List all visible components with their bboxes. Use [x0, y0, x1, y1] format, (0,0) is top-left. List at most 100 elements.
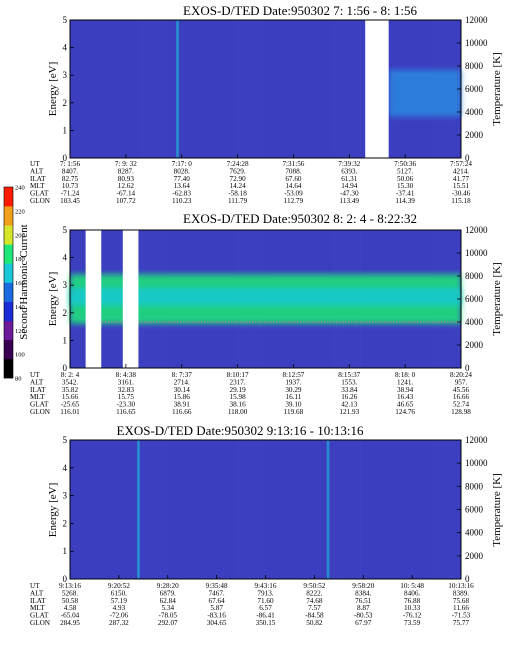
colorbar-swatch [4, 225, 13, 245]
orbit-row-label: GLON [30, 197, 51, 205]
orbit-value: 30.14 [174, 386, 191, 394]
orbit-row-label: GLAT [30, 190, 49, 198]
orbit-value: 9:20:52 [108, 582, 130, 590]
orbit-value: 8384. [355, 589, 371, 597]
y2-tick-label: 10000 [465, 248, 488, 258]
orbit-value: 4.58 [64, 604, 77, 612]
colorbar-swatch [4, 244, 13, 264]
emission-spike [176, 20, 179, 158]
orbit-value: 11.66 [453, 604, 469, 612]
y-tick-label: 0 [63, 574, 68, 584]
orbit-value: 7.57 [308, 604, 321, 612]
y2-tick-label: 10000 [465, 458, 488, 468]
panel-2-y2label: Temperature [K] [491, 262, 503, 335]
orbit-value: 3161. [118, 378, 134, 386]
orbit-row-label: ILAT [30, 175, 46, 183]
orbit-value: 957. [455, 378, 468, 386]
orbit-value: 350.15 [256, 619, 276, 627]
orbit-value: 9:35:48 [206, 582, 228, 590]
orbit-value: 8: 4:38 [116, 371, 137, 379]
orbit-value: 8389. [453, 589, 469, 597]
orbit-value: 77.40 [174, 175, 191, 183]
orbit-value: 50.06 [397, 175, 414, 183]
orbit-value: 8.87 [357, 604, 370, 612]
orbit-value: 14.24 [229, 182, 246, 190]
orbit-row-label: UT [30, 371, 40, 379]
orbit-value: 7:24:28 [227, 160, 249, 168]
orbit-value: -84.58 [305, 612, 324, 620]
y-tick-label: 5 [63, 225, 68, 235]
orbit-value: 118.00 [228, 408, 248, 416]
orbit-value: 4.93 [113, 604, 126, 612]
emission-spike [137, 440, 140, 579]
orbit-value: 75.77 [453, 619, 470, 627]
panel-3-y2label: Temperature [K] [491, 473, 503, 546]
orbit-row-label: UT [30, 582, 40, 590]
orbit-value: 76.88 [404, 597, 421, 605]
orbit-row-label: ALT [30, 589, 44, 597]
orbit-value: 15.75 [118, 393, 135, 401]
orbit-value: 33.84 [341, 386, 358, 394]
orbit-value: 9:58:20 [352, 582, 374, 590]
y-tick-label: 4 [63, 253, 68, 263]
orbit-value: 7088. [285, 167, 301, 175]
orbit-row-label: GLAT [30, 612, 49, 620]
orbit-value: 115.18 [451, 197, 471, 205]
orbit-value: 82.75 [62, 175, 79, 183]
orbit-value: 5.87 [210, 604, 223, 612]
emission-band-core [70, 288, 461, 306]
y2-tick-label: 4000 [465, 528, 484, 538]
orbit-value: 7913. [257, 589, 273, 597]
colorbar-swatch [4, 358, 13, 379]
orbit-value: 10:13:16 [448, 582, 474, 590]
orbit-value: -86.41 [256, 612, 275, 620]
orbit-value: 10: 5:48 [400, 582, 424, 590]
orbit-value: 67.64 [209, 597, 226, 605]
orbit-value: 8:20:24 [450, 371, 472, 379]
orbit-value: 14.64 [285, 182, 302, 190]
orbit-value: 8287. [118, 167, 134, 175]
orbit-value: 67.97 [355, 619, 372, 627]
orbit-value: 80.93 [118, 175, 135, 183]
orbit-value: 7:17: 0 [172, 160, 193, 168]
orbit-value: -53.09 [284, 190, 303, 198]
orbit-value: 12.62 [118, 182, 135, 190]
panel-1-ticks: 0 1 2 3 4 5 0 2000 4000 6000 8000 10000 12000 [63, 15, 489, 163]
colorbar-tick-label: 180 [15, 256, 25, 263]
y2-tick-label: 4000 [465, 107, 484, 117]
y2-tick-label: 12000 [465, 225, 488, 235]
y2-tick-label: 8000 [465, 61, 484, 71]
orbit-value: 45.56 [453, 386, 470, 394]
orbit-value: 103.45 [60, 197, 80, 205]
orbit-value: 8: 2: 4 [61, 371, 80, 379]
orbit-value: 4214. [453, 167, 469, 175]
panel-3-title: EXOS-D/TED Date:950302 9:13:16 - 10:13:1… [117, 423, 364, 438]
orbit-value: 110.23 [172, 197, 192, 205]
y2-tick-label: 6000 [465, 294, 484, 304]
orbit-value: -65.04 [61, 612, 80, 620]
orbit-value: 15.98 [229, 393, 246, 401]
orbit-row-label: ILAT [30, 597, 46, 605]
orbit-value: 116.65 [116, 408, 136, 416]
orbit-value: 35.82 [62, 386, 79, 394]
orbit-value: 38.16 [229, 401, 246, 409]
orbit-row-label: GLAT [30, 401, 49, 409]
orbit-value: 5127. [397, 167, 413, 175]
orbit-value: 7467. [209, 589, 225, 597]
y2-tick-label: 6000 [465, 84, 484, 94]
y2-tick-label: 2000 [465, 340, 484, 350]
orbit-value: 5268. [62, 589, 78, 597]
orbit-value: 13.64 [174, 182, 191, 190]
orbit-value: -25.65 [61, 401, 80, 409]
colorbar-swatch [4, 320, 13, 341]
orbit-value: 32.83 [118, 386, 135, 394]
orbit-value: 38.94 [397, 386, 414, 394]
colorbar-swatch [4, 339, 13, 360]
y-tick-label: 3 [63, 491, 68, 501]
panel-3-ylabel: Energy [eV] [47, 483, 59, 537]
orbit-value: 16.43 [397, 393, 414, 401]
orbit-row-label: MLT [30, 604, 45, 612]
orbit-row-label: MLT [30, 393, 45, 401]
